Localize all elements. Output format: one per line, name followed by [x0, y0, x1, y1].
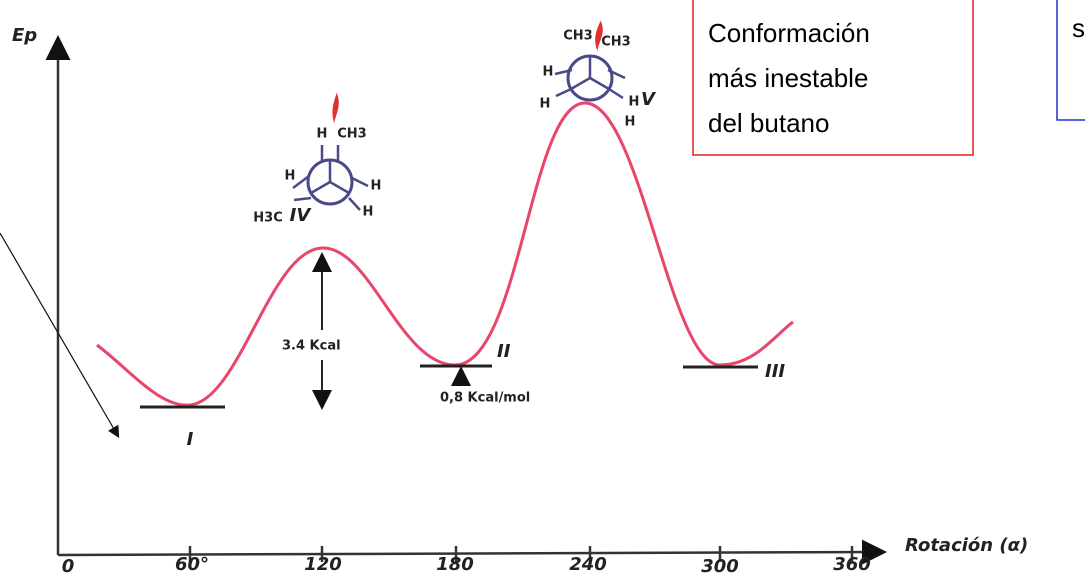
y-label: Ep — [12, 25, 37, 46]
substituent: H3C — [253, 211, 282, 226]
substituent: H — [371, 179, 382, 194]
level-label: III — [765, 361, 785, 382]
x-tick-label: 180 — [436, 554, 474, 575]
projection-label: V — [641, 89, 657, 110]
x-tick-label: 240 — [569, 554, 607, 575]
substituent: H — [317, 127, 328, 142]
level-label: II — [497, 341, 511, 362]
substituent: H — [285, 169, 296, 184]
x-tick-label: 300 — [701, 556, 739, 577]
x-tick-label: 60° — [175, 554, 209, 575]
x-tick-label: 0 — [62, 556, 75, 577]
x-label: Rotación (α) — [905, 535, 1028, 556]
callout-text: del butano — [708, 108, 829, 138]
side-note: s — [1072, 13, 1085, 43]
level-label: I — [187, 429, 194, 450]
substituent: H — [540, 97, 551, 112]
barrier-label: 3.4 Kcal — [282, 339, 341, 354]
substituent: CH3 — [563, 29, 592, 44]
diagram: Ep Rotación (α) 0 60° 120 180 240 300 36… — [0, 0, 1085, 577]
difference-label: 0,8 Kcal/mol — [440, 391, 530, 406]
newman-projection: H CH3 H3C H H H IV — [253, 92, 381, 226]
x-tick-label: 120 — [304, 554, 342, 575]
x-tick-label: 360 — [833, 554, 871, 575]
substituent: CH3 — [601, 35, 630, 50]
callout-text: más inestable — [708, 63, 868, 93]
substituent: H — [543, 65, 554, 80]
substituent: H — [363, 205, 374, 220]
callout-text: Conformación — [708, 18, 870, 48]
energy-curve — [97, 103, 793, 405]
newman-projection: CH3 CH3 H H H H V — [540, 20, 657, 130]
substituent: H — [629, 95, 640, 110]
substituent: H — [625, 115, 636, 130]
substituent: CH3 — [337, 127, 366, 142]
projection-label: IV — [290, 205, 313, 226]
